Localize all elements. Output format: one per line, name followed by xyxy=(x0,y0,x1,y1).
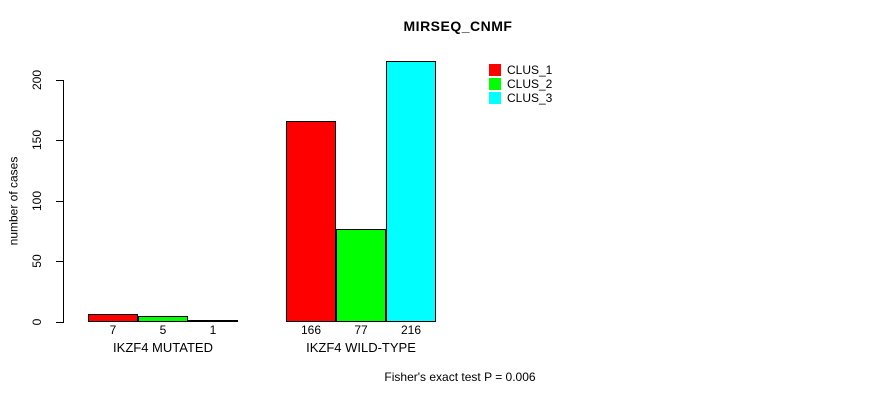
legend-row: CLUS_3 xyxy=(489,92,552,104)
bar-value-label: 216 xyxy=(400,323,422,337)
bar-value-label: 77 xyxy=(354,323,368,337)
y-tick-label: 150 xyxy=(30,129,44,151)
y-tick-label: 50 xyxy=(30,254,44,268)
legend-label: CLUS_2 xyxy=(507,77,553,91)
legend-swatch-icon xyxy=(489,78,501,90)
bar xyxy=(188,320,238,322)
bar xyxy=(286,121,336,322)
y-tick-label: 200 xyxy=(30,69,44,91)
legend-swatch-icon xyxy=(489,64,501,76)
bar-value-label: 5 xyxy=(159,323,167,337)
y-tick xyxy=(56,80,63,81)
legend-row: CLUS_2 xyxy=(489,78,552,90)
bar xyxy=(336,229,386,322)
y-axis-title: number of cases xyxy=(6,156,21,246)
stat-annotation: Fisher's exact test P = 0.006 xyxy=(384,370,536,384)
legend: CLUS_1 CLUS_2 CLUS_3 xyxy=(489,64,552,106)
bar xyxy=(88,314,138,322)
legend-swatch-icon xyxy=(489,92,501,104)
legend-row: CLUS_1 xyxy=(489,64,552,76)
y-tick-label: 100 xyxy=(30,190,44,212)
y-tick xyxy=(56,140,63,141)
x-category-label: IKZF4 MUTATED xyxy=(113,340,213,355)
y-tick-label: 0 xyxy=(30,318,44,326)
legend-label: CLUS_1 xyxy=(507,63,553,77)
bar-value-label: 7 xyxy=(109,323,117,337)
chart-title: MIRSEQ_CNMF xyxy=(403,18,513,34)
bar-value-label: 166 xyxy=(300,323,322,337)
y-tick xyxy=(56,261,63,262)
y-axis-line xyxy=(63,80,64,323)
y-tick xyxy=(56,322,63,323)
bar-value-label: 1 xyxy=(209,323,217,337)
legend-label: CLUS_3 xyxy=(507,91,553,105)
bar xyxy=(138,316,188,322)
y-tick xyxy=(56,201,63,202)
x-category-label: IKZF4 WILD-TYPE xyxy=(306,340,416,355)
bar xyxy=(386,61,436,322)
